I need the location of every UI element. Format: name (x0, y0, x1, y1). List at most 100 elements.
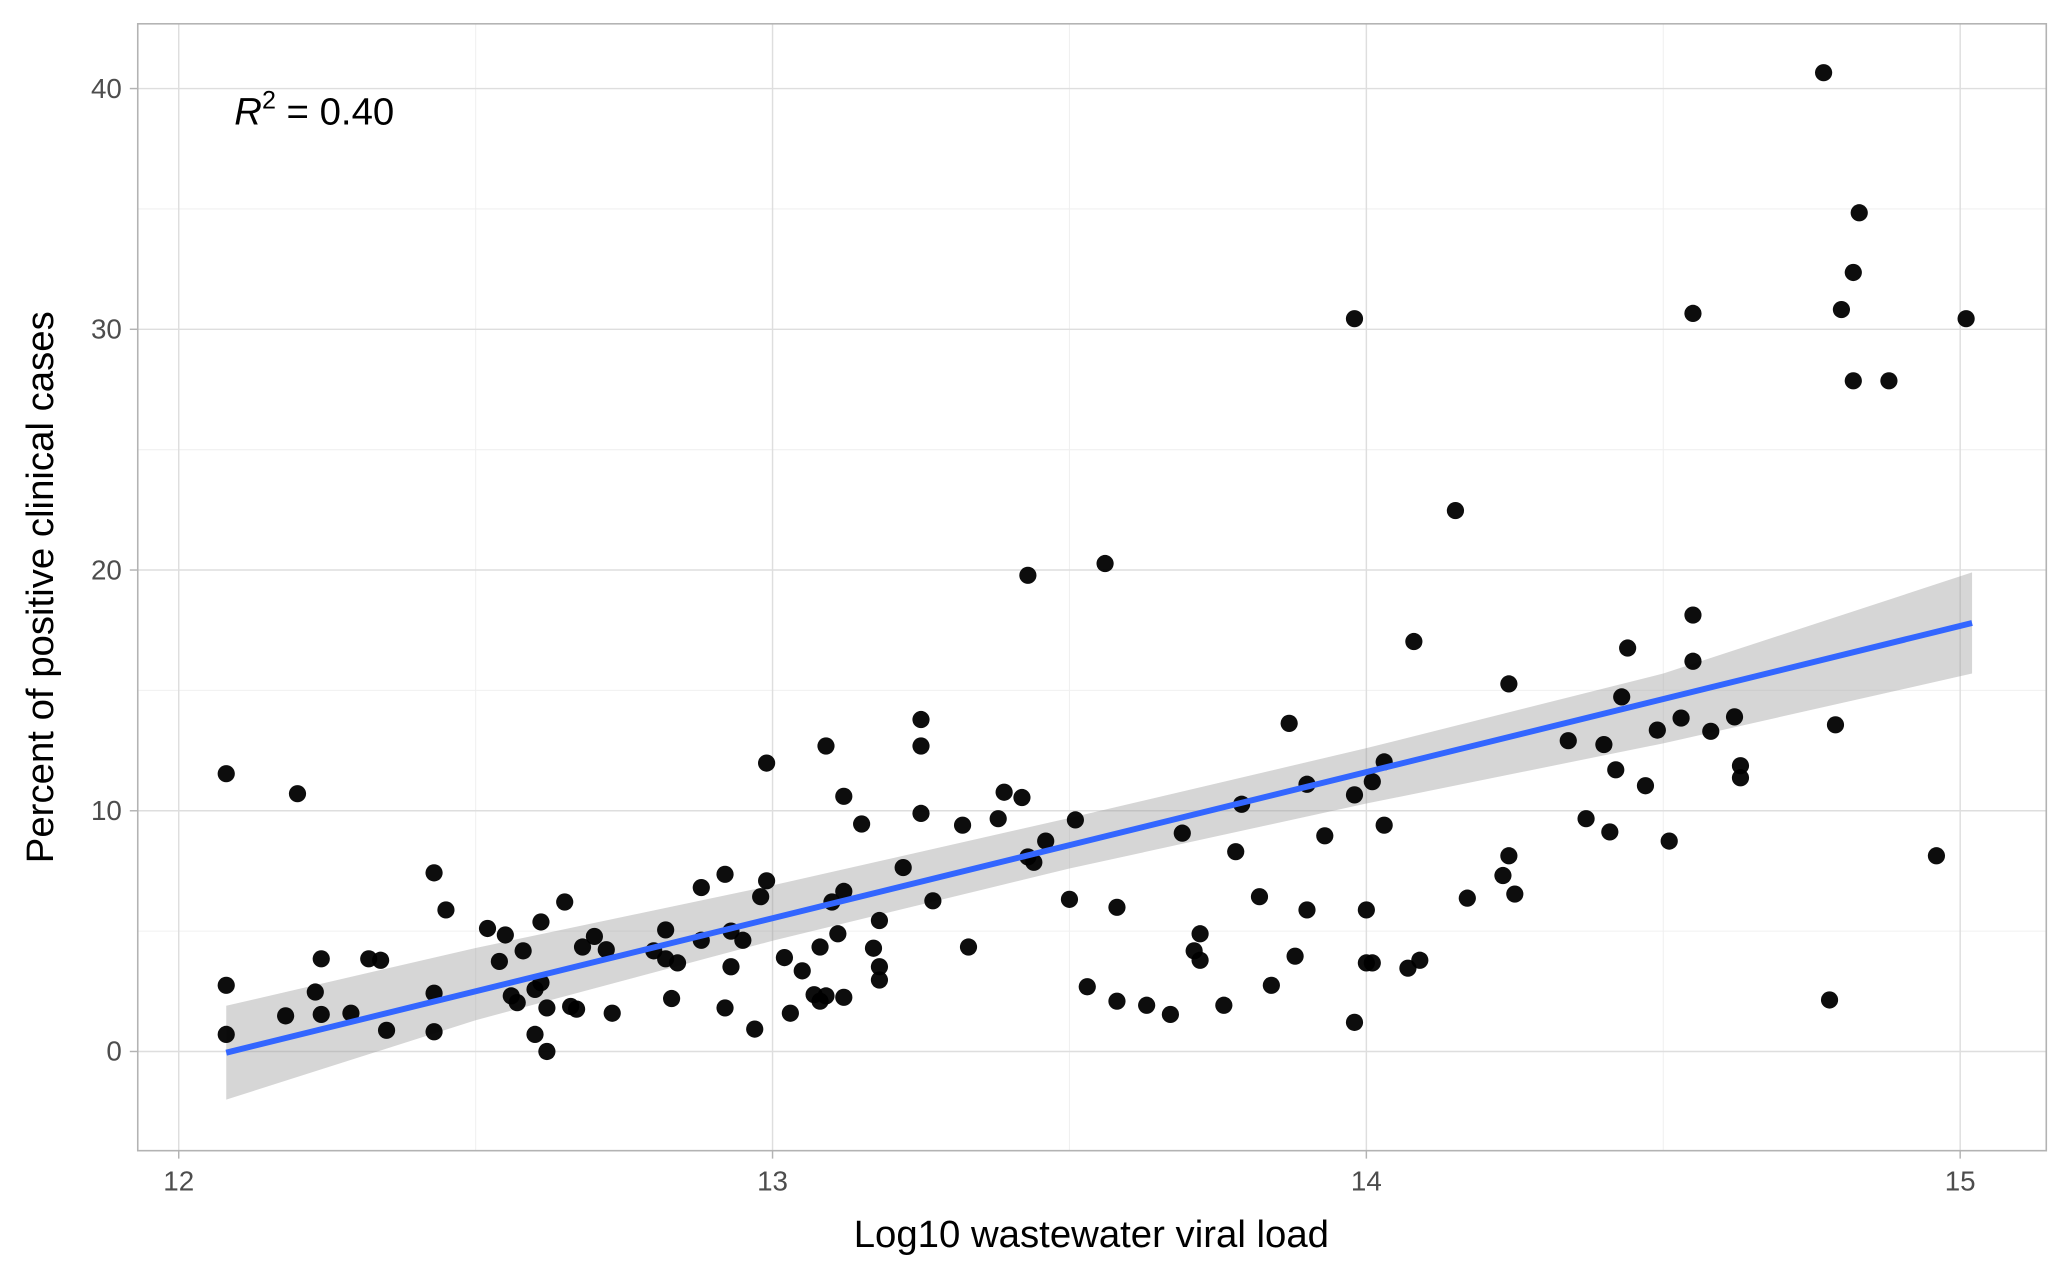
data-point (1559, 732, 1577, 750)
data-point (746, 1020, 764, 1038)
data-point (995, 783, 1013, 801)
data-point (758, 872, 776, 890)
data-point (342, 1004, 360, 1022)
data-point (716, 865, 734, 883)
data-point (1250, 888, 1269, 906)
data-point (793, 962, 811, 980)
grid (137, 23, 2047, 1151)
data-point (1060, 890, 1079, 908)
y-tick-label: 0 (106, 1036, 121, 1067)
data-point (1262, 976, 1280, 994)
data-point (953, 816, 972, 834)
y-tick-label: 20 (91, 554, 122, 585)
data-point (1345, 786, 1364, 804)
data-point (1832, 300, 1851, 319)
data-point (1345, 1013, 1364, 1031)
data-point (377, 1021, 396, 1039)
regression-line (225, 620, 1973, 1056)
data-point (662, 989, 681, 1008)
x-tick-label: 12 (163, 1165, 194, 1196)
data-point (1684, 606, 1702, 624)
data-point (924, 892, 942, 910)
data-point (835, 787, 853, 805)
x-axis-title: Log10 wastewater viral load (854, 1213, 1329, 1256)
data-point (1078, 978, 1096, 996)
data-point (1672, 709, 1690, 727)
data-point (312, 950, 330, 968)
data-point (912, 710, 930, 729)
data-point (217, 765, 235, 783)
data-point (1173, 824, 1191, 842)
data-point (1446, 501, 1465, 520)
data-point (811, 938, 829, 956)
data-point (1161, 1005, 1179, 1024)
data-point (514, 942, 532, 960)
data-point (758, 754, 776, 772)
data-point (668, 954, 687, 972)
data-point (835, 882, 853, 901)
data-point (597, 941, 615, 959)
data-point (1019, 566, 1037, 584)
y-tick-label: 30 (91, 314, 122, 345)
data-point (1731, 769, 1750, 787)
data-point (1815, 64, 1833, 82)
data-point (217, 976, 235, 994)
data-point (1500, 675, 1518, 693)
data-point (775, 949, 794, 967)
data-point (585, 927, 603, 946)
data-point (1577, 810, 1595, 828)
data-point (817, 987, 835, 1005)
data-point (1500, 847, 1518, 865)
data-point (1096, 554, 1114, 573)
data-point (1405, 632, 1423, 651)
data-point (1227, 843, 1245, 861)
data-point (288, 785, 307, 803)
data-point (870, 971, 889, 989)
annotation-text: = 0.40 (287, 90, 395, 133)
data-point (1316, 827, 1334, 845)
data-point (1138, 996, 1156, 1014)
annotation-superscript: 2 (262, 86, 276, 114)
data-point (1215, 996, 1233, 1014)
data-point (1363, 773, 1381, 791)
y-tick-label: 40 (91, 73, 122, 104)
data-point (1844, 263, 1862, 282)
data-point (306, 983, 324, 1001)
data-point (835, 988, 853, 1006)
data-point (1191, 925, 1209, 943)
data-point (1037, 832, 1055, 850)
data-point (1280, 714, 1298, 732)
data-point (1820, 991, 1839, 1009)
data-point (1601, 823, 1619, 841)
fit-layer (225, 620, 1973, 1056)
data-point (1595, 735, 1613, 754)
data-point (1648, 721, 1666, 739)
points-layer (217, 64, 1975, 1061)
data-point (532, 913, 550, 931)
data-point (692, 878, 710, 897)
data-point (1363, 954, 1381, 972)
data-point (1844, 372, 1862, 390)
data-point (1411, 951, 1429, 969)
data-point (217, 1025, 235, 1043)
data-point (959, 938, 978, 956)
data-point (864, 939, 883, 957)
data-point (538, 999, 556, 1017)
data-point (1613, 688, 1631, 706)
y-tick-label: 10 (91, 795, 122, 826)
data-point (1298, 901, 1316, 919)
data-point (1702, 722, 1720, 740)
data-point (1684, 304, 1702, 323)
data-point (490, 952, 508, 971)
data-point (716, 999, 734, 1017)
data-point (1066, 811, 1084, 829)
data-point (538, 1042, 556, 1061)
data-point (573, 938, 592, 956)
data-point (1607, 761, 1625, 779)
data-point (425, 1023, 443, 1041)
data-point (1850, 204, 1868, 222)
data-point (1357, 901, 1375, 919)
data-point (912, 737, 930, 755)
